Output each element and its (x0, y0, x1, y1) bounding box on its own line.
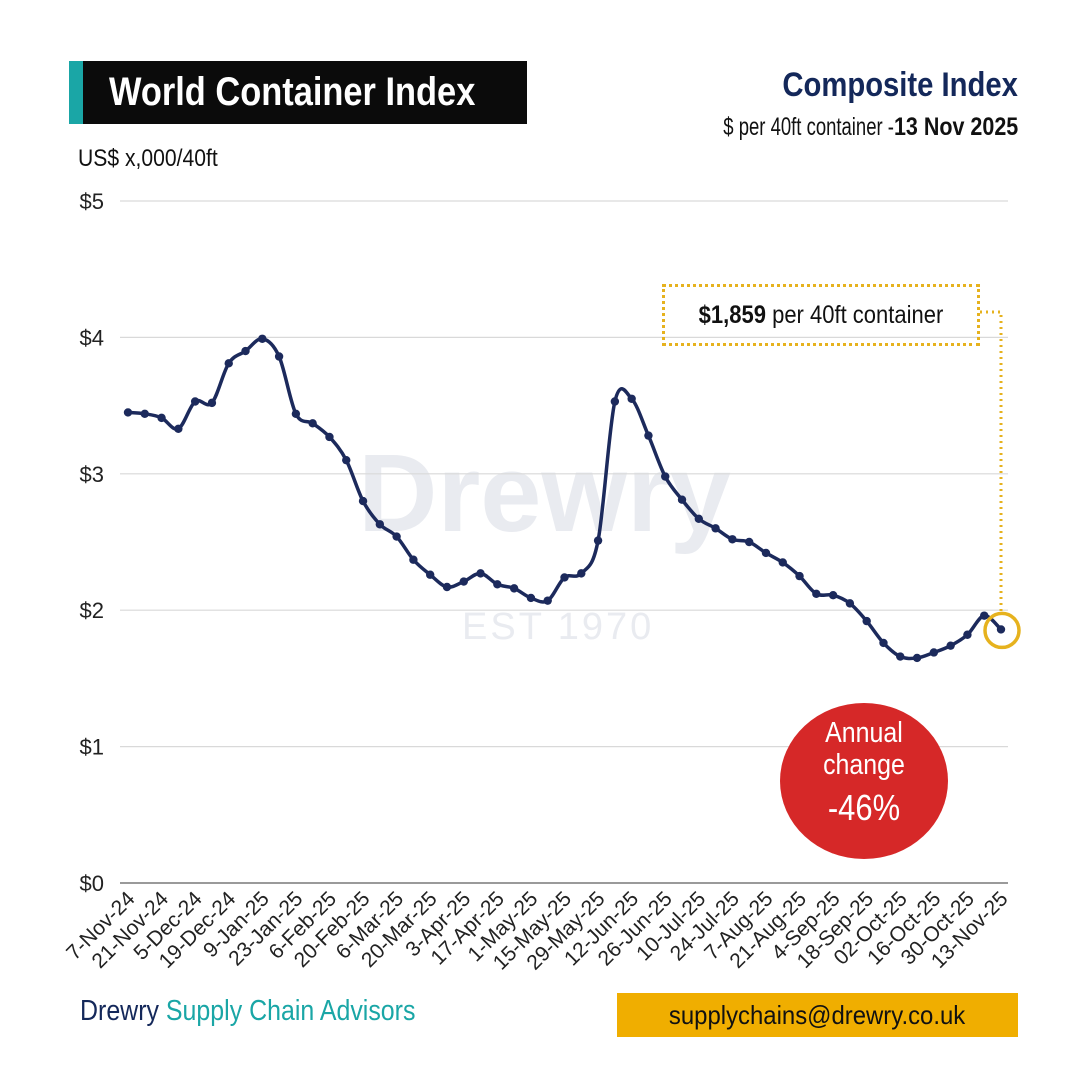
data-point (342, 455, 351, 465)
y-axis-unit-label: US$ x,000/40ft (78, 145, 237, 173)
data-point (996, 625, 1006, 634)
watermark-est: EST 1970 (462, 606, 654, 649)
data-point (896, 652, 905, 661)
annual-change-badge: Annual change -46% (780, 703, 948, 859)
data-point (963, 630, 972, 639)
data-point (274, 352, 284, 361)
data-point (325, 432, 334, 442)
callout-leader-line (980, 310, 1003, 614)
latest-value-callout: $1,859 per 40ft container (662, 284, 980, 346)
data-point (123, 408, 133, 417)
data-point (207, 398, 217, 408)
composite-title-text: Composite Index (782, 66, 1018, 104)
watermark-logo: Drewry (358, 430, 731, 557)
data-point (677, 495, 687, 504)
y-axis-unit-text: US$ x,000/40ft (78, 145, 218, 172)
data-point (728, 535, 737, 544)
data-point (375, 520, 385, 529)
data-point (543, 596, 552, 605)
callout-suffix: per 40ft container (765, 300, 944, 329)
data-point (241, 346, 250, 356)
data-point (946, 641, 955, 650)
data-point (812, 589, 821, 599)
data-point (694, 514, 704, 524)
footer-brand: Drewry Supply Chain Advisors (80, 995, 470, 1028)
data-point (291, 409, 301, 418)
latest-point-highlight (983, 611, 1021, 650)
data-point (929, 648, 939, 657)
gridlines (120, 200, 1008, 884)
data-point (879, 638, 888, 648)
callout-leader (980, 310, 1003, 614)
data-point (392, 532, 401, 541)
y-tick-label: $5 (80, 189, 104, 214)
composite-title: Composite Index (744, 66, 1018, 105)
data-point (174, 424, 183, 433)
data-point (661, 472, 670, 481)
data-point (912, 653, 922, 663)
latest-point-ring (983, 611, 1021, 650)
data-point (459, 577, 468, 586)
badge-label-line1: Annual (825, 717, 903, 749)
data-point (862, 616, 871, 626)
data-point (358, 496, 368, 506)
data-point (845, 599, 855, 608)
y-tick-label: $1 (80, 735, 104, 760)
data-point (980, 611, 989, 620)
subtitle-prefix: $ per 40ft container - (723, 113, 894, 141)
chart-title-text: World Container Index (109, 70, 476, 114)
data-point (526, 593, 536, 603)
footer-brand-rest: Supply Chain Advisors (158, 995, 416, 1027)
y-tick-label: $0 (80, 871, 104, 896)
watermark-est-text: EST 1970 (462, 606, 655, 648)
data-point (744, 537, 754, 547)
chart-subtitle: $ per 40ft container - 13 Nov 2025 (643, 113, 1018, 142)
data-point (442, 582, 452, 592)
data-point (828, 590, 838, 600)
data-point (493, 580, 502, 589)
contact-email-text[interactable]: supplychains@drewry.co.uk (669, 1000, 966, 1030)
title-accent-bar (69, 61, 83, 124)
y-tick-labels: $0 $1 $2 $3 $4 $5 (80, 189, 104, 896)
badge-label-line2: change (823, 749, 905, 781)
y-tick-label: $3 (80, 462, 104, 487)
data-point (258, 334, 267, 343)
data-point (761, 548, 771, 558)
data-point (425, 570, 435, 579)
data-point (157, 413, 166, 423)
data-point (778, 558, 787, 567)
data-point (308, 419, 317, 428)
x-tick-labels: 7-Nov-2421-Nov-245-Dec-2419-Dec-249-Jan-… (62, 887, 1012, 974)
data-point (711, 524, 720, 533)
chart-title: World Container Index (83, 61, 527, 124)
data-point (577, 569, 586, 578)
data-points (123, 334, 1006, 663)
subtitle-date: 13 Nov 2025 (893, 113, 1018, 141)
data-point (644, 431, 653, 440)
badge-value: -46% (827, 787, 901, 828)
contact-email[interactable]: supplychains@drewry.co.uk (617, 993, 1018, 1037)
data-point (409, 555, 418, 564)
data-point (509, 584, 519, 593)
data-point (627, 394, 636, 403)
callout-value: $1,859 (698, 300, 766, 329)
watermark-name: Drewry (358, 432, 731, 555)
data-point (476, 569, 485, 578)
data-point (610, 397, 620, 406)
data-point (140, 409, 149, 418)
data-point (560, 573, 569, 582)
y-tick-label: $2 (80, 598, 104, 623)
data-point (593, 536, 603, 545)
data-point (795, 571, 804, 581)
data-point (190, 397, 200, 406)
y-tick-label: $4 (80, 325, 104, 350)
footer-brand-name: Drewry (80, 995, 159, 1027)
data-point (224, 359, 233, 368)
